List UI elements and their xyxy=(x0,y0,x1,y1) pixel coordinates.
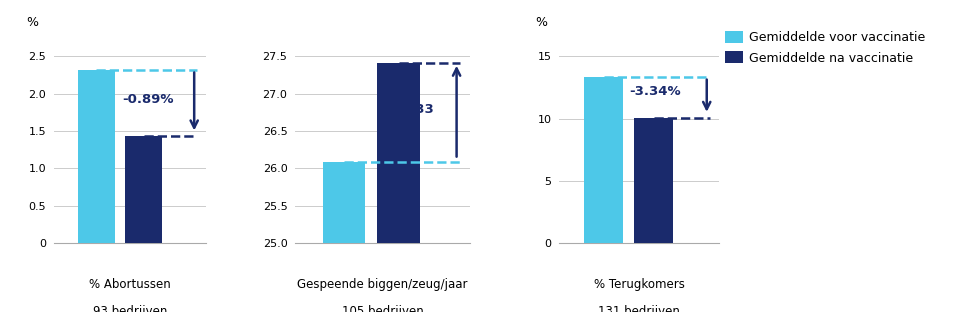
Text: % Terugkomers: % Terugkomers xyxy=(593,278,684,291)
Text: % Abortussen: % Abortussen xyxy=(89,278,171,291)
Bar xyxy=(77,70,114,243)
Text: 131 bedrijven: 131 bedrijven xyxy=(598,305,680,312)
Text: %: % xyxy=(26,16,38,29)
Text: Gespeende biggen/zeug/jaar: Gespeende biggen/zeug/jaar xyxy=(297,278,467,291)
Bar xyxy=(322,163,364,312)
Text: -0.89%: -0.89% xyxy=(122,94,174,106)
Bar xyxy=(584,77,622,243)
Text: +1.33: +1.33 xyxy=(391,103,435,116)
Legend: Gemiddelde voor vaccinatie, Gemiddelde na vaccinatie: Gemiddelde voor vaccinatie, Gemiddelde n… xyxy=(724,31,924,65)
Bar xyxy=(634,119,673,243)
Text: 93 bedrijven: 93 bedrijven xyxy=(93,305,167,312)
Bar xyxy=(125,136,162,243)
Bar xyxy=(377,63,419,312)
Text: %: % xyxy=(534,16,547,29)
Text: -3.34%: -3.34% xyxy=(628,85,680,98)
Text: 105 bedrijven: 105 bedrijven xyxy=(342,305,423,312)
